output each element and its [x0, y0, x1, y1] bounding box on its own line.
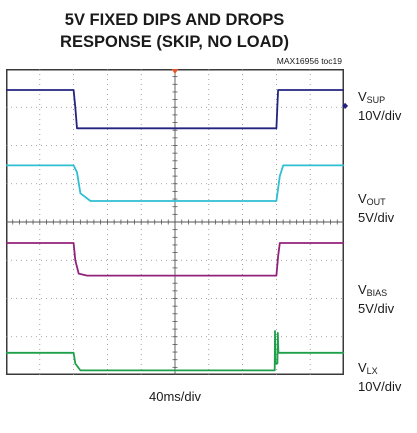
- channel-name-subscript: LX: [366, 366, 378, 376]
- channel-scale: 10V/div: [358, 108, 402, 123]
- chart-title-line2: RESPONSE (SKIP, NO LOAD): [60, 33, 289, 51]
- channel-name: V: [358, 282, 367, 297]
- channel-scale: 5V/div: [358, 210, 395, 225]
- channel-scale: 5V/div: [358, 301, 395, 316]
- trace-lx: [6, 330, 344, 372]
- channel-name: V: [358, 89, 367, 104]
- channel-label-lx: VLX 10V/div: [358, 360, 401, 395]
- trace-sup: [6, 89, 344, 130]
- channel-label-bias: VBIAS 5V/div: [358, 282, 394, 317]
- channel-scale: 10V/div: [358, 379, 402, 394]
- channel-label-sup: VSUP 10V/div: [358, 89, 401, 124]
- chart-title-line1: 5V FIXED DIPS AND DROPS: [64, 11, 285, 29]
- channel-label-out: VOUT 5V/div: [358, 191, 394, 226]
- channel-name: V: [358, 360, 367, 375]
- channel-name-subscript: SUP: [366, 95, 386, 105]
- channel-name: V: [358, 191, 367, 206]
- channel-name-subscript: OUT: [366, 197, 386, 207]
- trace-bias: [6, 242, 344, 277]
- scope-plot: [6, 69, 344, 375]
- trace-out: [6, 164, 344, 202]
- timebase-label: 40ms/div: [148, 389, 202, 404]
- channel-level-marker-icon: ◆: [342, 101, 349, 111]
- channel-name-subscript: BIAS: [366, 288, 388, 298]
- trigger-marker-icon: [171, 69, 179, 74]
- figure-id: MAX16956 toc19: [276, 56, 342, 66]
